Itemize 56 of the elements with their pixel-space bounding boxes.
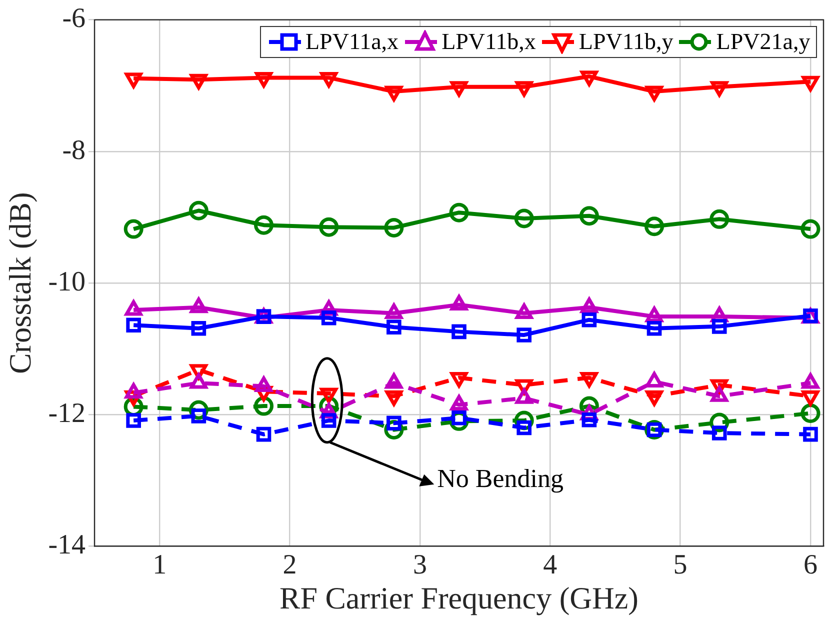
point (800, 404, 820, 424)
point (710, 209, 730, 229)
point (800, 219, 820, 239)
point (580, 70, 598, 86)
point (514, 208, 534, 228)
point (126, 318, 141, 333)
point (255, 72, 272, 88)
point (190, 74, 208, 90)
y-axis-title: Crosstalk (dB) (2, 192, 38, 374)
point (386, 320, 402, 334)
x-tick-label: 6 (803, 549, 818, 580)
y-tick-label: -6 (62, 3, 86, 34)
y-tick-label: -12 (48, 398, 86, 429)
point (321, 413, 336, 428)
point (321, 310, 336, 326)
point (579, 206, 599, 226)
point (126, 413, 141, 428)
y-tick-label: -10 (48, 266, 86, 298)
point (319, 217, 339, 237)
point (712, 319, 727, 334)
annotation: No Bending (437, 464, 564, 494)
point (515, 81, 533, 97)
point (254, 215, 274, 235)
point (124, 219, 144, 239)
legend-label: LPV11b,x (442, 28, 536, 55)
point (803, 426, 818, 442)
legend-label: LPV21a,y (716, 28, 810, 55)
x-tick-label: 4 (543, 549, 558, 580)
point (124, 72, 142, 88)
point (450, 81, 468, 97)
point (256, 426, 272, 442)
legend-label: LPV11b,y (578, 28, 674, 55)
x-tick-label: 5 (673, 549, 688, 580)
x-axis-title: RF Carrier Frequency (GHz) (280, 580, 638, 616)
point (712, 426, 727, 440)
y-tick-label: -8 (62, 134, 86, 166)
y-tick-label: -14 (48, 530, 86, 561)
point (646, 86, 663, 102)
point (188, 200, 208, 220)
x-tick-label: 1 (152, 549, 167, 580)
point (582, 412, 597, 428)
legend-label: LPV11a,x (306, 28, 399, 55)
x-tick-label: 2 (282, 549, 297, 580)
point (384, 218, 404, 238)
point (452, 324, 466, 340)
point (449, 202, 469, 222)
point (802, 76, 820, 92)
point (582, 312, 597, 328)
point (644, 216, 664, 236)
x-tick-label: 3 (412, 549, 427, 580)
point (516, 328, 532, 342)
point (646, 320, 662, 336)
point (320, 72, 338, 88)
point (385, 86, 403, 102)
point (710, 81, 728, 97)
point (191, 320, 206, 336)
